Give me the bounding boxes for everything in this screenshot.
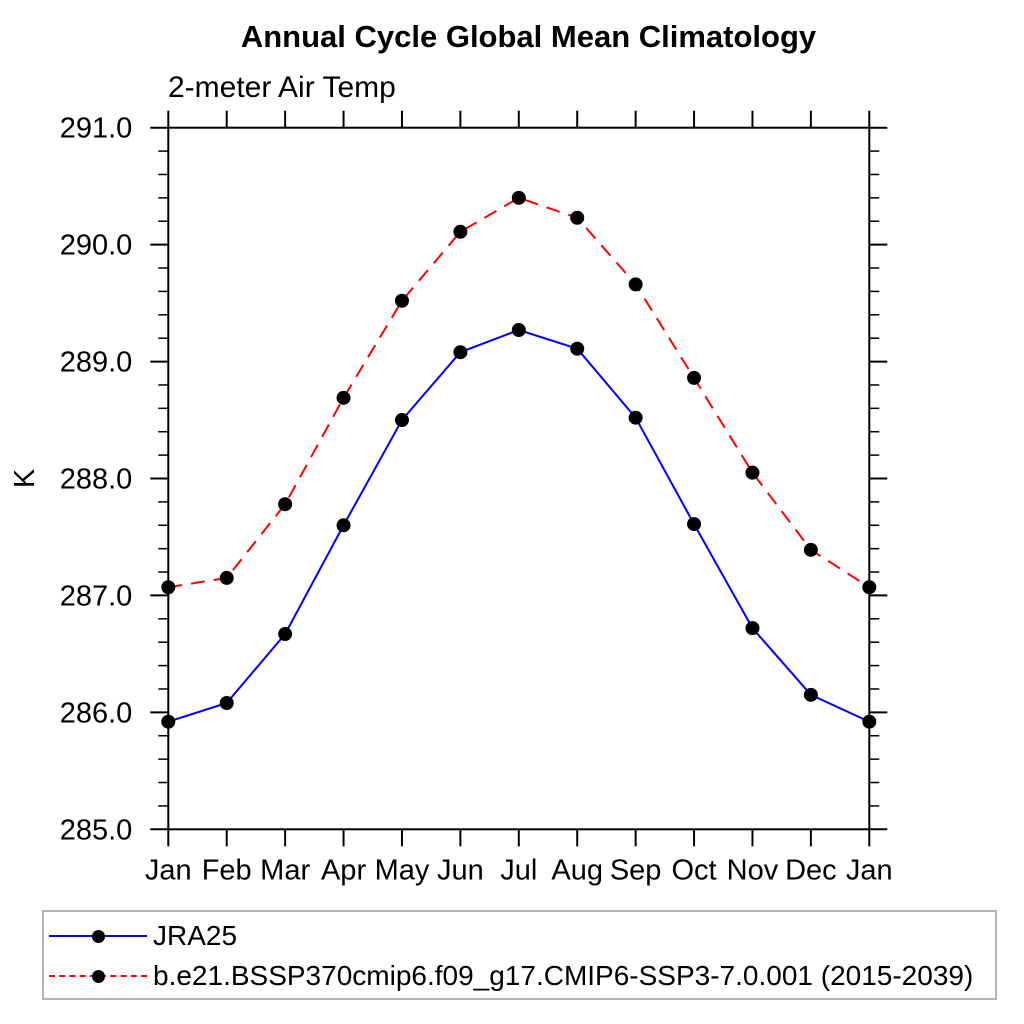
series-1-marker-nov-10 [745, 465, 760, 480]
series-0-marker-aug-7 [570, 341, 585, 356]
series-0-marker-oct-9 [687, 517, 702, 532]
series-1-marker-apr-3 [336, 390, 351, 405]
x-tick-label: Jul [500, 854, 537, 886]
legend-label-model: b.e21.BSSP370cmip6.f09_g17.CMIP6-SSP3-7.… [153, 960, 974, 991]
y-tick-label: 290.0 [60, 230, 133, 262]
series-line-0 [167, 328, 870, 723]
y-tick-label: 285.0 [60, 814, 133, 846]
x-tick-label: Jan [145, 854, 192, 886]
series-1-marker-jan-0 [161, 580, 176, 595]
x-tick-label: Oct [671, 854, 716, 886]
series-line-1 [168, 196, 870, 589]
series-1-marker-mar-2 [278, 497, 293, 512]
legend-line-sample [49, 929, 147, 943]
series-0-marker-jan-12 [862, 714, 877, 729]
legend-line-sample [49, 969, 147, 983]
series-1-marker-aug-7 [570, 210, 585, 225]
chart-legend: JRA25 b.e21.BSSP370cmip6.f09_g17.CMIP6-S… [42, 910, 997, 1000]
chart-title: Annual Cycle Global Mean Climatology [240, 19, 817, 54]
x-tick-label: Nov [727, 854, 779, 886]
x-tick-label: Feb [202, 854, 252, 886]
x-tick-label: Aug [551, 854, 603, 886]
series-0-marker-apr-3 [336, 518, 351, 533]
y-tick-label: 286.0 [60, 697, 133, 729]
x-tick-label: Dec [785, 854, 837, 886]
series-1-marker-jul-6 [511, 190, 526, 205]
x-tick-label: Sep [610, 854, 662, 886]
legend-label-jra25: JRA25 [153, 920, 238, 951]
climatology-line-chart: 285.0 286.0 287.0 288.0 289.0 290.0 291.0 Jan Fe… [9, 110, 893, 886]
series-0-marker-jan-0 [161, 714, 176, 729]
series-0-marker-nov-10 [745, 621, 760, 636]
series-1-marker-dec-11 [803, 542, 818, 557]
legend-marker-dot-icon [92, 930, 105, 943]
x-tick-label: Mar [260, 854, 310, 886]
x-tick-label: Jun [437, 854, 484, 886]
series-1-marker-jan-12 [862, 580, 877, 595]
series-0-marker-mar-2 [278, 627, 293, 642]
series-0-marker-jun-5 [453, 345, 468, 360]
y-axis-label: K [9, 468, 41, 488]
legend-item-jra25: JRA25 [49, 920, 238, 951]
series-1-marker-sep-8 [628, 277, 643, 292]
legend-marker-dot-icon [92, 970, 105, 983]
series-1-marker-may-4 [394, 293, 409, 308]
legend-item-model: b.e21.BSSP370cmip6.f09_g17.CMIP6-SSP3-7.… [49, 960, 974, 991]
plot-frame [167, 126, 871, 831]
series-0-marker-jul-6 [511, 322, 526, 337]
series-1-marker-feb-1 [219, 570, 234, 585]
x-tick-label: May [375, 854, 430, 886]
series-1-marker-oct-9 [687, 370, 702, 385]
y-tick-label: 291.0 [60, 113, 133, 145]
y-tick-label: 287.0 [60, 580, 133, 612]
series-0-marker-dec-11 [803, 687, 818, 702]
x-tick-label: Apr [321, 854, 366, 886]
series-0-marker-sep-8 [628, 410, 643, 425]
chart-subtitle: 2-meter Air Temp [168, 71, 396, 104]
series-0-marker-feb-1 [219, 696, 234, 711]
series-1-marker-jun-5 [453, 224, 468, 239]
x-tick-label: Jan [846, 854, 893, 886]
y-tick-label: 288.0 [60, 464, 133, 496]
series-0-marker-may-4 [394, 413, 409, 428]
y-tick-label: 289.0 [60, 347, 133, 379]
